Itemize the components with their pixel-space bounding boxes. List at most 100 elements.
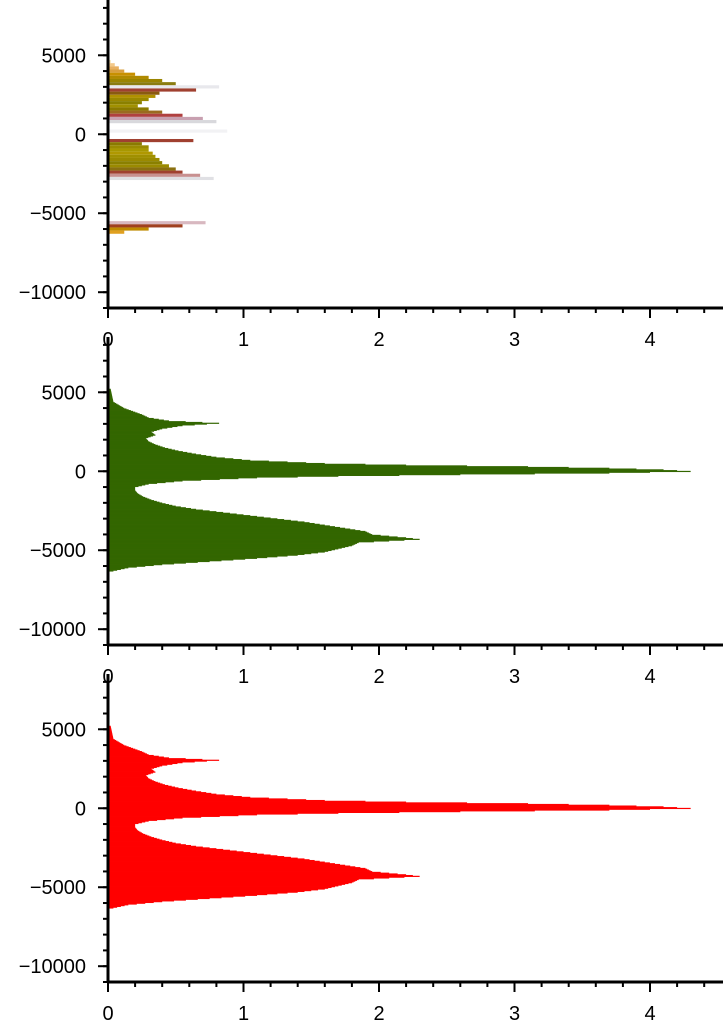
histogram-bin xyxy=(108,815,220,817)
histogram-bin xyxy=(108,397,113,399)
histogram-bin xyxy=(108,532,369,534)
histogram-bin xyxy=(108,728,112,730)
histogram-bin xyxy=(108,819,158,821)
histogram-bin xyxy=(108,407,125,409)
histogram-bin xyxy=(108,523,320,525)
histogram-bin xyxy=(108,882,352,884)
histogram-bin xyxy=(108,411,136,413)
histogram-bin xyxy=(108,901,154,904)
histogram-bin xyxy=(108,511,217,513)
histogram-bin xyxy=(108,739,117,742)
histogram-bin xyxy=(108,781,156,783)
histogram-bin xyxy=(108,157,160,162)
histogram-bin xyxy=(108,398,113,400)
histogram-bin xyxy=(108,889,319,891)
histogram-bin xyxy=(108,728,112,731)
histogram-bin xyxy=(108,568,121,570)
histogram-bin xyxy=(108,470,678,472)
histogram-bin xyxy=(108,773,151,775)
histogram-bin xyxy=(108,905,121,907)
histogram-bin xyxy=(108,405,121,407)
histogram-bin xyxy=(108,420,169,422)
histogram-bin xyxy=(108,549,335,551)
histogram-bin xyxy=(108,504,169,506)
histogram-bin xyxy=(108,414,144,416)
histogram-bin xyxy=(108,840,166,842)
histogram-bin xyxy=(108,472,610,474)
histogram-bin xyxy=(108,170,183,174)
histogram-bin xyxy=(108,844,186,846)
histogram-bin xyxy=(108,765,163,767)
histogram-bin xyxy=(108,492,138,495)
histogram-bin xyxy=(108,493,140,495)
histogram-bin xyxy=(108,471,650,473)
histogram-bin xyxy=(108,853,264,855)
histogram-bin xyxy=(108,536,398,538)
histogram-bin xyxy=(108,494,141,496)
histogram-bin xyxy=(108,741,119,743)
histogram-bin xyxy=(108,877,390,879)
histogram-bin xyxy=(108,425,178,428)
histogram-bin xyxy=(108,820,149,822)
histogram-bin xyxy=(108,805,637,807)
histogram-bin xyxy=(108,785,172,787)
histogram-bin xyxy=(108,758,203,761)
histogram-bin xyxy=(108,402,117,405)
histogram-bin xyxy=(108,391,112,393)
histogram-bin xyxy=(108,562,186,564)
histogram-bin xyxy=(108,745,127,747)
histogram-bin xyxy=(108,465,468,467)
histogram-bin xyxy=(108,859,310,861)
histogram-bin xyxy=(108,825,136,827)
histogram-bin xyxy=(108,546,346,548)
histogram-bin xyxy=(108,428,163,430)
histogram-bin xyxy=(108,401,114,403)
histogram-bin xyxy=(108,412,138,414)
histogram-bin xyxy=(108,778,151,780)
histogram-bin xyxy=(108,424,195,426)
histogram-bin xyxy=(108,520,298,522)
histogram-bin xyxy=(108,860,320,862)
y-tick-label: −10000 xyxy=(19,282,86,304)
histogram-bin xyxy=(108,566,137,568)
histogram-bin xyxy=(108,852,251,854)
histogram-bin xyxy=(108,480,183,482)
histogram-bin xyxy=(108,754,154,757)
histogram-bin xyxy=(108,485,139,488)
histogram-bin xyxy=(108,485,142,487)
histogram-bin xyxy=(108,897,222,899)
histogram-bin xyxy=(108,855,278,857)
histogram-bin xyxy=(108,548,339,550)
histogram-bin xyxy=(108,816,202,818)
histogram-bin xyxy=(108,437,146,439)
histogram-bin xyxy=(108,478,220,480)
histogram-bin xyxy=(108,450,179,452)
histogram-bin xyxy=(108,823,136,825)
histogram-bin xyxy=(108,508,197,510)
histogram-bin xyxy=(108,120,217,124)
histogram-bin xyxy=(108,510,210,512)
histogram-bin xyxy=(108,904,129,906)
histogram-bin xyxy=(108,858,305,860)
histogram-bin xyxy=(108,487,136,489)
histogram-bin xyxy=(108,423,207,425)
histogram-bin xyxy=(108,474,461,476)
histogram-bin xyxy=(108,555,288,557)
histogram-bin xyxy=(108,868,368,870)
histogram-bin xyxy=(108,744,125,746)
histogram-bin xyxy=(108,497,148,499)
histogram-bin xyxy=(108,541,374,543)
x-tick-label: 4 xyxy=(644,1003,655,1024)
histogram-bin xyxy=(108,460,269,462)
histogram-bin xyxy=(108,747,131,749)
histogram-bin xyxy=(108,829,138,831)
histogram-bin xyxy=(108,504,173,507)
histogram-bin xyxy=(108,429,160,431)
histogram-bin xyxy=(108,466,569,469)
histogram-bin xyxy=(108,871,381,874)
histogram-bin xyxy=(108,452,192,454)
histogram-bin xyxy=(108,772,154,774)
histogram-bin xyxy=(108,751,142,753)
histogram-bin xyxy=(108,752,146,754)
